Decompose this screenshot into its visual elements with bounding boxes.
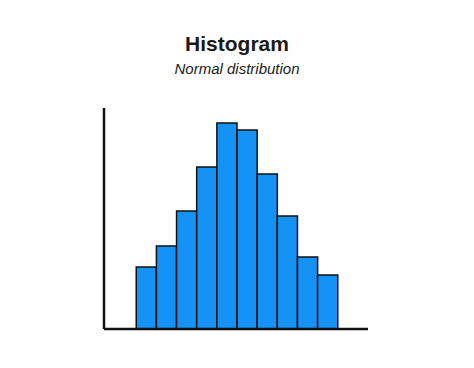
x-axis	[104, 328, 368, 331]
histogram-bar	[277, 216, 297, 329]
histogram-bar	[156, 246, 176, 329]
histogram-bar	[297, 257, 317, 329]
histogram-bar	[136, 267, 156, 329]
histogram-bar	[237, 130, 257, 329]
subtitle: Normal distribution	[174, 60, 299, 77]
histogram-bar	[217, 123, 237, 329]
bars	[136, 123, 338, 329]
title: Histogram	[185, 32, 289, 55]
histogram-bar	[197, 167, 217, 329]
y-axis	[103, 108, 106, 329]
histogram-bar	[177, 211, 197, 329]
histogram-bar	[318, 275, 338, 329]
histogram-bar	[257, 174, 277, 329]
chart: Histogram Normal distribution	[0, 0, 474, 368]
